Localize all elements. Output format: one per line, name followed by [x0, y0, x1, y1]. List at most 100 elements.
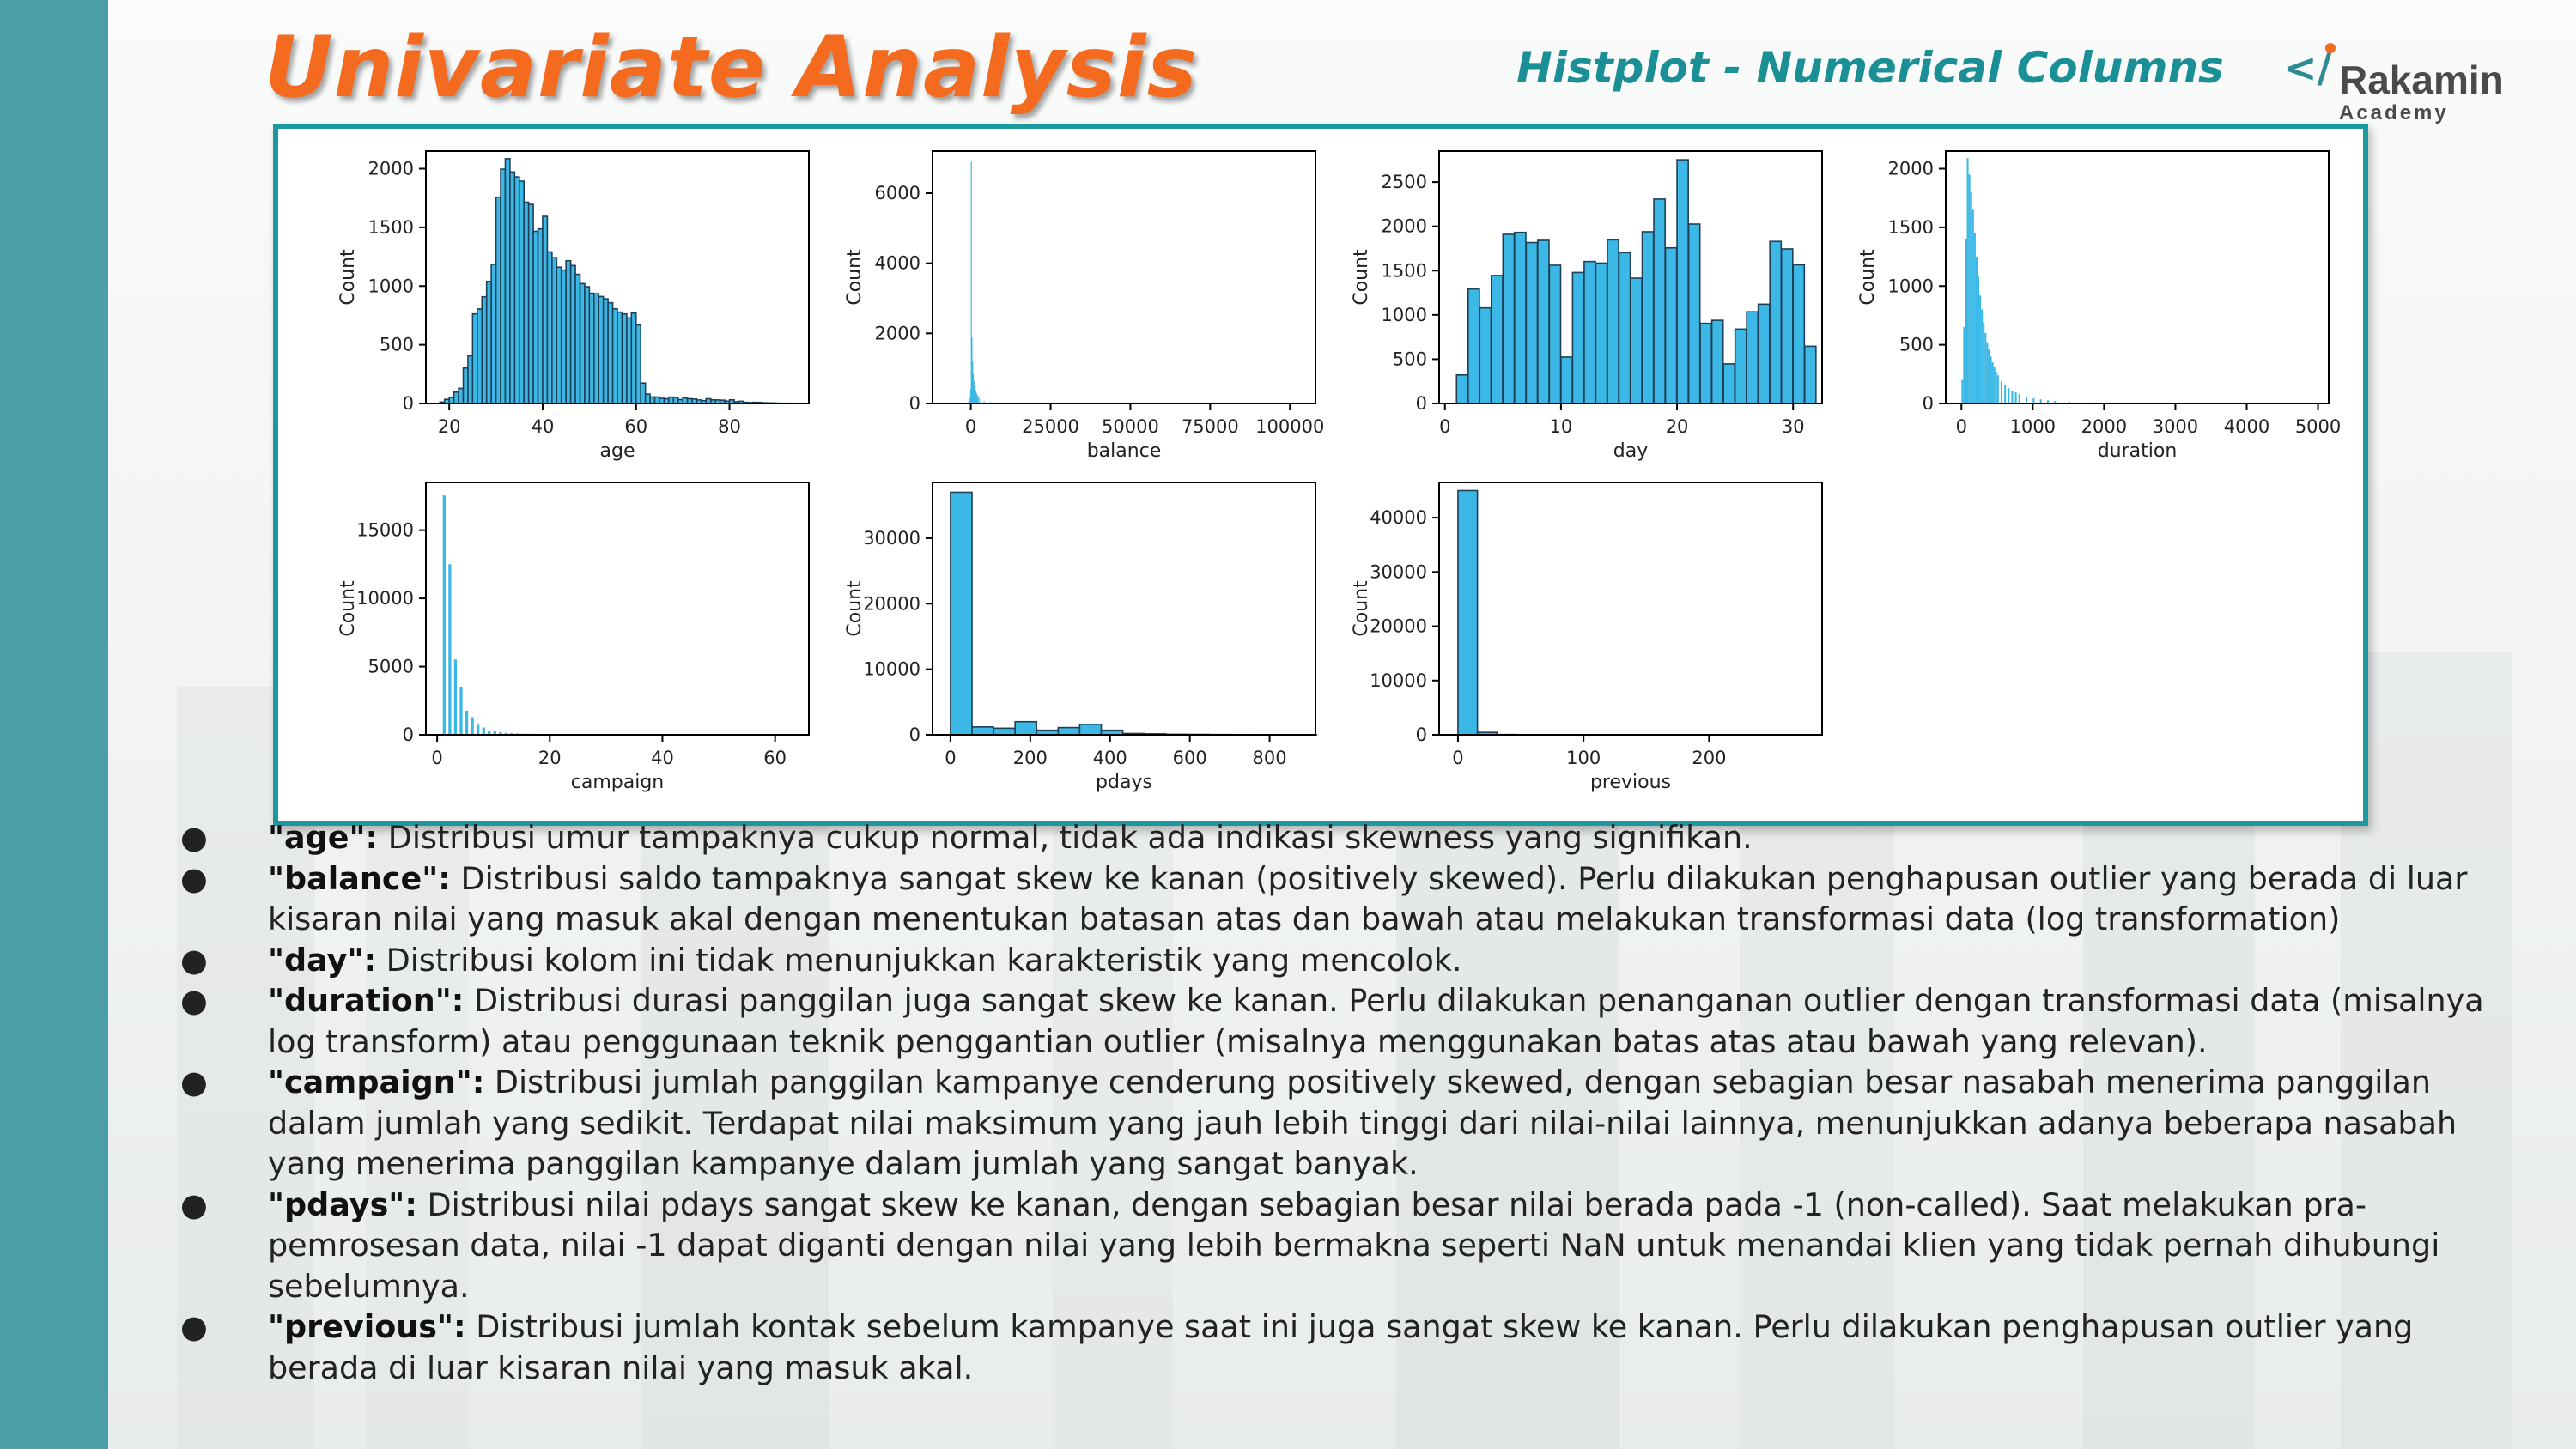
histogram-bar — [2008, 388, 2010, 403]
y-tick-label: 2000 — [1888, 159, 1934, 179]
histogram-bar — [490, 264, 497, 404]
x-tick-label: 200 — [1013, 748, 1048, 768]
x-axis-label: pdays — [1096, 772, 1152, 793]
y-tick-label: 20000 — [863, 593, 920, 614]
x-tick-label: 5000 — [2295, 416, 2341, 437]
y-tick-label: 5000 — [368, 657, 414, 677]
y-axis-label: Count — [1351, 249, 1372, 306]
logo-dot-icon — [2325, 43, 2336, 53]
insight-text: Distribusi saldo tampaknya sangat skew k… — [268, 859, 2468, 938]
x-tick-label: 60 — [763, 748, 787, 768]
histogram-bar — [598, 295, 605, 404]
histplot-day: 0 10 20 30 0 500 1000 1500 2000 2500 day Count — [1351, 150, 1823, 462]
x-axis-label: age — [600, 440, 635, 462]
histogram-bar — [471, 717, 474, 735]
histogram-bar — [565, 259, 572, 404]
histogram-bar — [607, 301, 614, 404]
histogram-bar — [2054, 400, 2057, 403]
insight-text: Distribusi umur tampaknya cukup normal, … — [378, 819, 1753, 856]
insight-item: ● "pdays": Distribusi nilai pdays sangat … — [180, 1185, 2499, 1307]
histogram-bar — [1965, 239, 1967, 403]
histogram-bar — [493, 731, 496, 735]
y-tick-label: 1500 — [1888, 217, 1934, 238]
histogram-bar — [527, 203, 534, 404]
insight-item: ● "balance": Distribusi saldo tampaknya s… — [180, 858, 2499, 940]
x-tick-label: 2000 — [2081, 416, 2127, 437]
x-tick-label: 60 — [624, 416, 647, 437]
logo-mark: </ — [2284, 45, 2332, 91]
histogram-bar — [560, 269, 567, 404]
histplot-panel: 20 40 60 80 0 500 1000 1500 2000 age Count 0 25000 50… — [273, 124, 2368, 826]
histogram-bar — [971, 337, 973, 403]
rakamin-logo: </ Rakamin Academy — [2284, 38, 2533, 132]
bullet-icon: ● — [180, 1308, 208, 1345]
histogram-bar — [978, 397, 980, 403]
histogram-bar — [481, 295, 488, 404]
histogram-bar — [2004, 385, 2007, 403]
y-tick-label: 500 — [1393, 349, 1427, 369]
histogram-bar — [546, 251, 553, 404]
histogram-bar — [488, 730, 491, 735]
histogram-bar — [1984, 332, 1987, 403]
y-tick-label: 4000 — [875, 253, 920, 274]
axes-frame — [425, 150, 810, 404]
histogram-bar — [1996, 375, 1999, 403]
axes-frame — [1438, 482, 1823, 736]
histogram-bar — [1630, 277, 1643, 404]
x-tick-label: 100 — [1566, 748, 1601, 768]
x-tick-label: 30 — [1782, 416, 1805, 437]
histogram-bar — [672, 397, 679, 404]
y-tick-label: 15000 — [356, 520, 414, 541]
histogram-bar — [972, 373, 975, 403]
histogram-bar — [504, 732, 508, 735]
left-accent-stripe — [0, 0, 108, 1449]
histogram-bar — [621, 313, 628, 404]
y-tick-label: 1000 — [1888, 276, 1934, 296]
histogram-bar — [1993, 367, 1996, 403]
histplot-balance: 0 25000 50000 75000 100000 0 2000 4000 6000 balan… — [844, 150, 1324, 462]
histogram-bar — [1746, 311, 1759, 404]
histogram-bar — [458, 387, 465, 404]
histogram-bar — [1981, 309, 1984, 403]
histogram-bar — [542, 215, 549, 404]
y-axis-label: Count — [844, 580, 866, 637]
histogram-bar — [509, 171, 516, 404]
logo-name: Rakamin — [2339, 58, 2504, 102]
x-tick-label: 20 — [438, 416, 461, 437]
histogram-bar — [1618, 252, 1631, 404]
histogram-bar — [584, 286, 591, 404]
histogram-bar — [569, 264, 576, 404]
bullet-icon: ● — [180, 982, 208, 1019]
histogram-bar — [975, 392, 977, 403]
histogram-bar — [1641, 231, 1655, 404]
insight-key: "previous": — [268, 1308, 466, 1345]
histogram-bar — [1988, 349, 1990, 403]
histplot-age: 20 40 60 80 0 500 1000 1500 2000 age Count — [337, 150, 810, 462]
y-tick-label: 2500 — [1382, 172, 1427, 192]
axes-frame — [425, 482, 810, 736]
y-tick-label: 0 — [1923, 393, 1934, 414]
histogram-bar — [467, 355, 474, 404]
histogram-bar — [630, 312, 637, 404]
histogram-bar — [1977, 276, 1980, 403]
histogram-bar — [1963, 327, 1965, 403]
histogram-bar — [971, 726, 994, 736]
x-tick-label: 25000 — [1022, 416, 1079, 437]
histogram-bar — [1975, 257, 1978, 403]
histogram-bar — [1722, 363, 1736, 404]
y-tick-label: 40000 — [1370, 507, 1427, 528]
histogram-bar — [453, 659, 458, 735]
histogram-bar — [1979, 295, 1982, 403]
x-tick-label: 75000 — [1182, 416, 1239, 437]
histogram-bar — [1057, 726, 1081, 736]
histogram-bar — [537, 227, 544, 404]
y-tick-label: 0 — [403, 724, 414, 745]
x-tick-label: 4000 — [2224, 416, 2269, 437]
histogram-bar — [974, 385, 975, 403]
y-tick-label: 1000 — [1382, 305, 1427, 325]
histogram-bar — [611, 307, 618, 404]
histogram-bar — [1990, 356, 1992, 403]
x-tick-label: 100000 — [1255, 416, 1324, 437]
insight-key: "age": — [268, 819, 379, 856]
